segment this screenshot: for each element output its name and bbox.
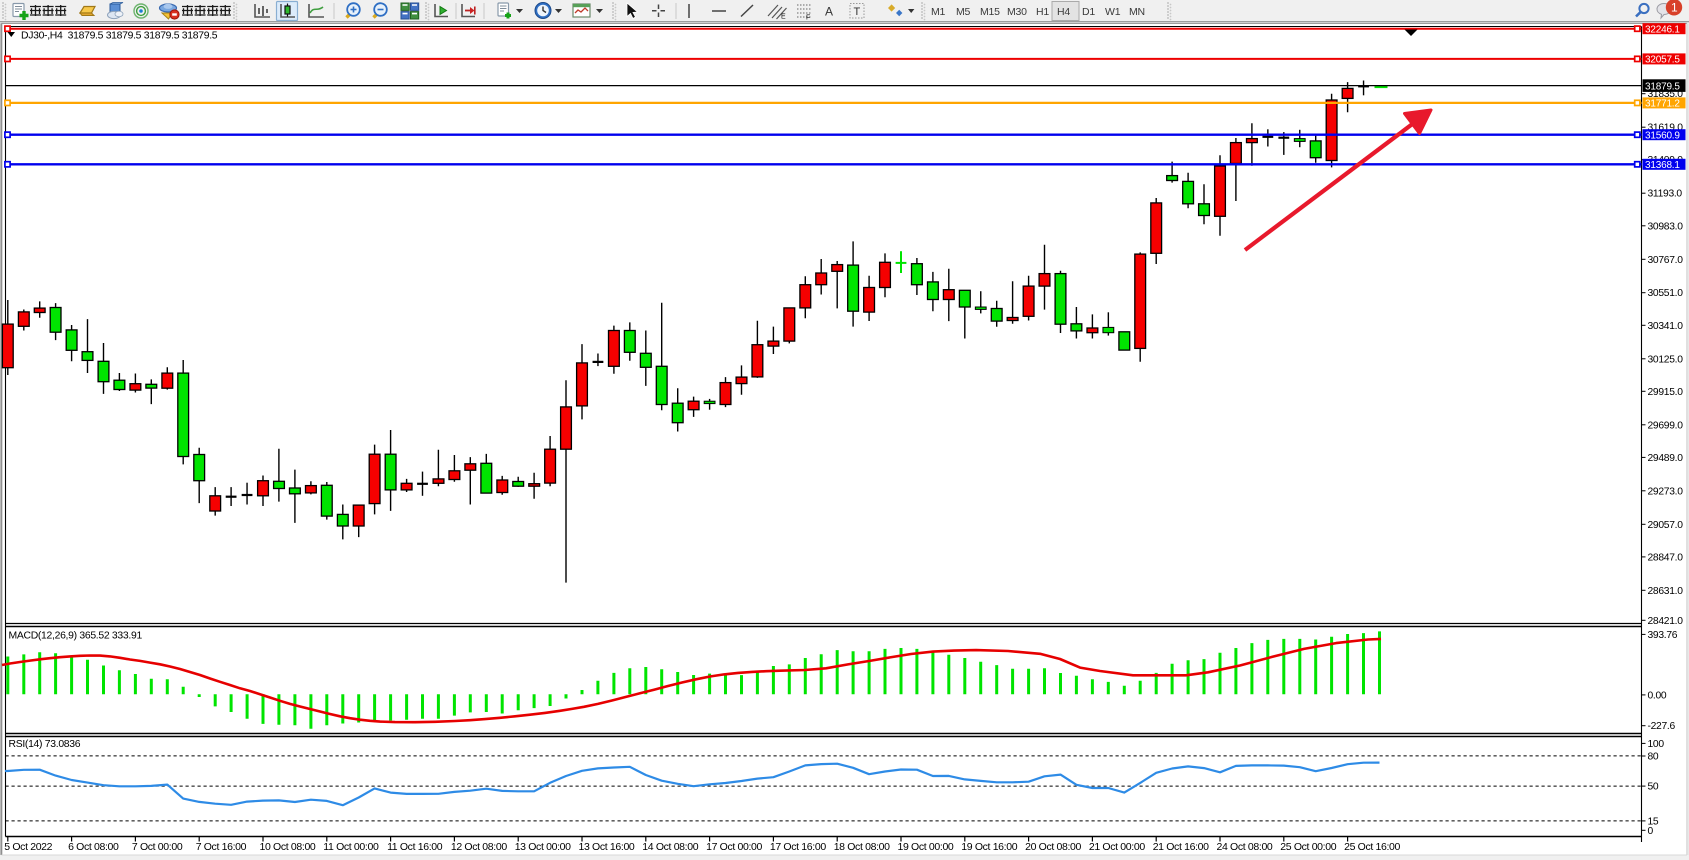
svg-text:13 Oct 16:00: 13 Oct 16:00 <box>579 841 635 853</box>
svg-text:17 Oct 00:00: 17 Oct 00:00 <box>706 841 762 853</box>
svg-text:M30: M30 <box>1007 6 1027 18</box>
svg-text:F: F <box>806 15 810 22</box>
svg-text:MN: MN <box>1129 6 1145 18</box>
svg-text:15: 15 <box>1648 816 1659 827</box>
svg-text:13 Oct 00:00: 13 Oct 00:00 <box>515 841 571 853</box>
svg-text:1: 1 <box>1671 1 1678 15</box>
svg-text:17 Oct 16:00: 17 Oct 16:00 <box>770 841 826 853</box>
svg-text:-227.6: -227.6 <box>1648 721 1676 732</box>
svg-text:19 Oct 16:00: 19 Oct 16:00 <box>961 841 1017 853</box>
svg-text:T: T <box>854 6 861 18</box>
svg-text:A: A <box>825 5 833 19</box>
svg-text:12 Oct 08:00: 12 Oct 08:00 <box>451 841 507 853</box>
svg-text:7 Oct 16:00: 7 Oct 16:00 <box>196 841 247 853</box>
svg-text:31368.1: 31368.1 <box>1645 160 1680 171</box>
svg-text:28847.0: 28847.0 <box>1648 552 1684 563</box>
svg-text:11 Oct 16:00: 11 Oct 16:00 <box>387 841 443 853</box>
svg-text:21 Oct 00:00: 21 Oct 00:00 <box>1089 841 1145 853</box>
svg-text:28421.0: 28421.0 <box>1648 616 1684 627</box>
svg-text:32057.5: 32057.5 <box>1645 55 1680 66</box>
svg-text:DJ30-,H4 31879.5 31879.5 3187: DJ30-,H4 31879.5 31879.5 31879.5 31879.5 <box>21 30 218 41</box>
svg-text:31835.0: 31835.0 <box>1648 89 1684 100</box>
svg-text:24 Oct 08:00: 24 Oct 08:00 <box>1217 841 1273 853</box>
svg-text:6 Oct 08:00: 6 Oct 08:00 <box>68 841 119 853</box>
svg-text:20 Oct 08:00: 20 Oct 08:00 <box>1025 841 1081 853</box>
svg-text:E: E <box>781 14 786 21</box>
svg-text:31771.2: 31771.2 <box>1645 99 1680 110</box>
svg-text:29489.0: 29489.0 <box>1648 453 1684 464</box>
svg-text:30551.0: 30551.0 <box>1648 288 1684 299</box>
svg-text:31560.9: 31560.9 <box>1645 131 1680 142</box>
svg-text:19 Oct 00:00: 19 Oct 00:00 <box>898 841 954 853</box>
svg-text:29699.0: 29699.0 <box>1648 420 1684 431</box>
svg-text:29057.0: 29057.0 <box>1648 520 1684 531</box>
svg-text:30341.0: 30341.0 <box>1648 321 1684 332</box>
svg-text:H1: H1 <box>1036 6 1049 18</box>
svg-text:7 Oct 00:00: 7 Oct 00:00 <box>132 841 183 853</box>
svg-text:100: 100 <box>1648 739 1665 750</box>
svg-text:80: 80 <box>1648 752 1659 763</box>
svg-text:25 Oct 16:00: 25 Oct 16:00 <box>1344 841 1400 853</box>
svg-text:393.76: 393.76 <box>1648 630 1678 641</box>
svg-text:31619.0: 31619.0 <box>1648 123 1684 134</box>
svg-text:30767.0: 30767.0 <box>1648 255 1684 266</box>
svg-text:31879.5: 31879.5 <box>1645 81 1680 92</box>
svg-text:28631.0: 28631.0 <box>1648 586 1684 597</box>
svg-text:50: 50 <box>1648 782 1659 793</box>
svg-text:M1: M1 <box>931 6 946 18</box>
svg-text:29915.0: 29915.0 <box>1648 387 1684 398</box>
svg-text:30983.0: 30983.0 <box>1648 221 1684 232</box>
svg-text:31193.0: 31193.0 <box>1648 189 1683 200</box>
svg-text:32246.1: 32246.1 <box>1645 25 1680 36</box>
svg-text:0: 0 <box>1648 826 1654 837</box>
svg-text:5 Oct 2022: 5 Oct 2022 <box>4 841 52 853</box>
svg-text:D1: D1 <box>1082 6 1095 18</box>
svg-text:M15: M15 <box>980 6 1000 18</box>
svg-text:MACD(12,26,9) 365.52 333.91: MACD(12,26,9) 365.52 333.91 <box>9 631 143 642</box>
svg-text:30125.0: 30125.0 <box>1648 354 1684 365</box>
svg-text:W1: W1 <box>1105 6 1121 18</box>
svg-text:29273.0: 29273.0 <box>1648 486 1684 497</box>
svg-text:14 Oct 08:00: 14 Oct 08:00 <box>642 841 698 853</box>
svg-text:25 Oct 00:00: 25 Oct 00:00 <box>1280 841 1336 853</box>
svg-text:10 Oct 08:00: 10 Oct 08:00 <box>260 841 316 853</box>
svg-text:RSI(14) 73.0836: RSI(14) 73.0836 <box>9 739 81 750</box>
svg-text:H4: H4 <box>1057 6 1070 18</box>
svg-text:21 Oct 16:00: 21 Oct 16:00 <box>1153 841 1209 853</box>
svg-text:0.00: 0.00 <box>1648 690 1667 701</box>
svg-text:M5: M5 <box>956 6 971 18</box>
svg-text:11 Oct 00:00: 11 Oct 00:00 <box>323 841 379 853</box>
svg-text:18 Oct 08:00: 18 Oct 08:00 <box>834 841 890 853</box>
